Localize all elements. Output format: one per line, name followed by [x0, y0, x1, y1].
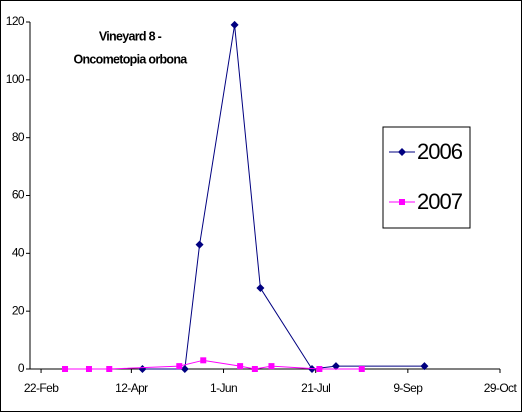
y-tick-label: 20 — [12, 303, 25, 317]
y-tick-label: 0 — [18, 361, 25, 375]
marker — [256, 284, 265, 293]
marker — [176, 363, 183, 370]
legend-box — [382, 126, 471, 229]
chart-title: Oncometopia orbona — [73, 52, 188, 66]
x-tick-label: 9-Sep — [393, 381, 423, 395]
series-line — [65, 359, 362, 370]
marker — [106, 366, 113, 372]
marker — [85, 366, 92, 372]
x-tick-label: 1-Jun — [210, 381, 237, 395]
x-tick-label: 12-Apr — [115, 381, 148, 395]
marker — [200, 357, 207, 364]
x-tick-label: 21-Jul — [301, 381, 330, 395]
marker — [399, 199, 405, 205]
y-tick-label: 100 — [6, 72, 25, 86]
chart-title: Vineyard 8 - — [99, 29, 162, 43]
marker — [195, 240, 204, 249]
marker — [420, 362, 429, 371]
marker — [316, 366, 323, 372]
marker — [331, 362, 340, 371]
marker — [398, 148, 406, 156]
marker — [230, 20, 239, 29]
x-tick-label: 29-Oct — [484, 381, 518, 395]
x-tick-label: 22-Feb — [24, 381, 59, 395]
marker — [251, 366, 258, 372]
legend-label: 2007 — [417, 189, 463, 214]
y-tick-label: 80 — [12, 130, 25, 144]
y-tick-label: 120 — [6, 14, 25, 28]
y-tick-label: 40 — [12, 246, 25, 260]
marker — [268, 363, 275, 370]
legend-label: 2006 — [417, 139, 463, 164]
marker — [358, 366, 365, 372]
marker — [180, 365, 189, 373]
marker — [138, 365, 147, 373]
marker — [62, 366, 69, 372]
marker — [237, 363, 244, 370]
series-line — [142, 24, 425, 370]
y-tick-label: 60 — [12, 188, 25, 202]
